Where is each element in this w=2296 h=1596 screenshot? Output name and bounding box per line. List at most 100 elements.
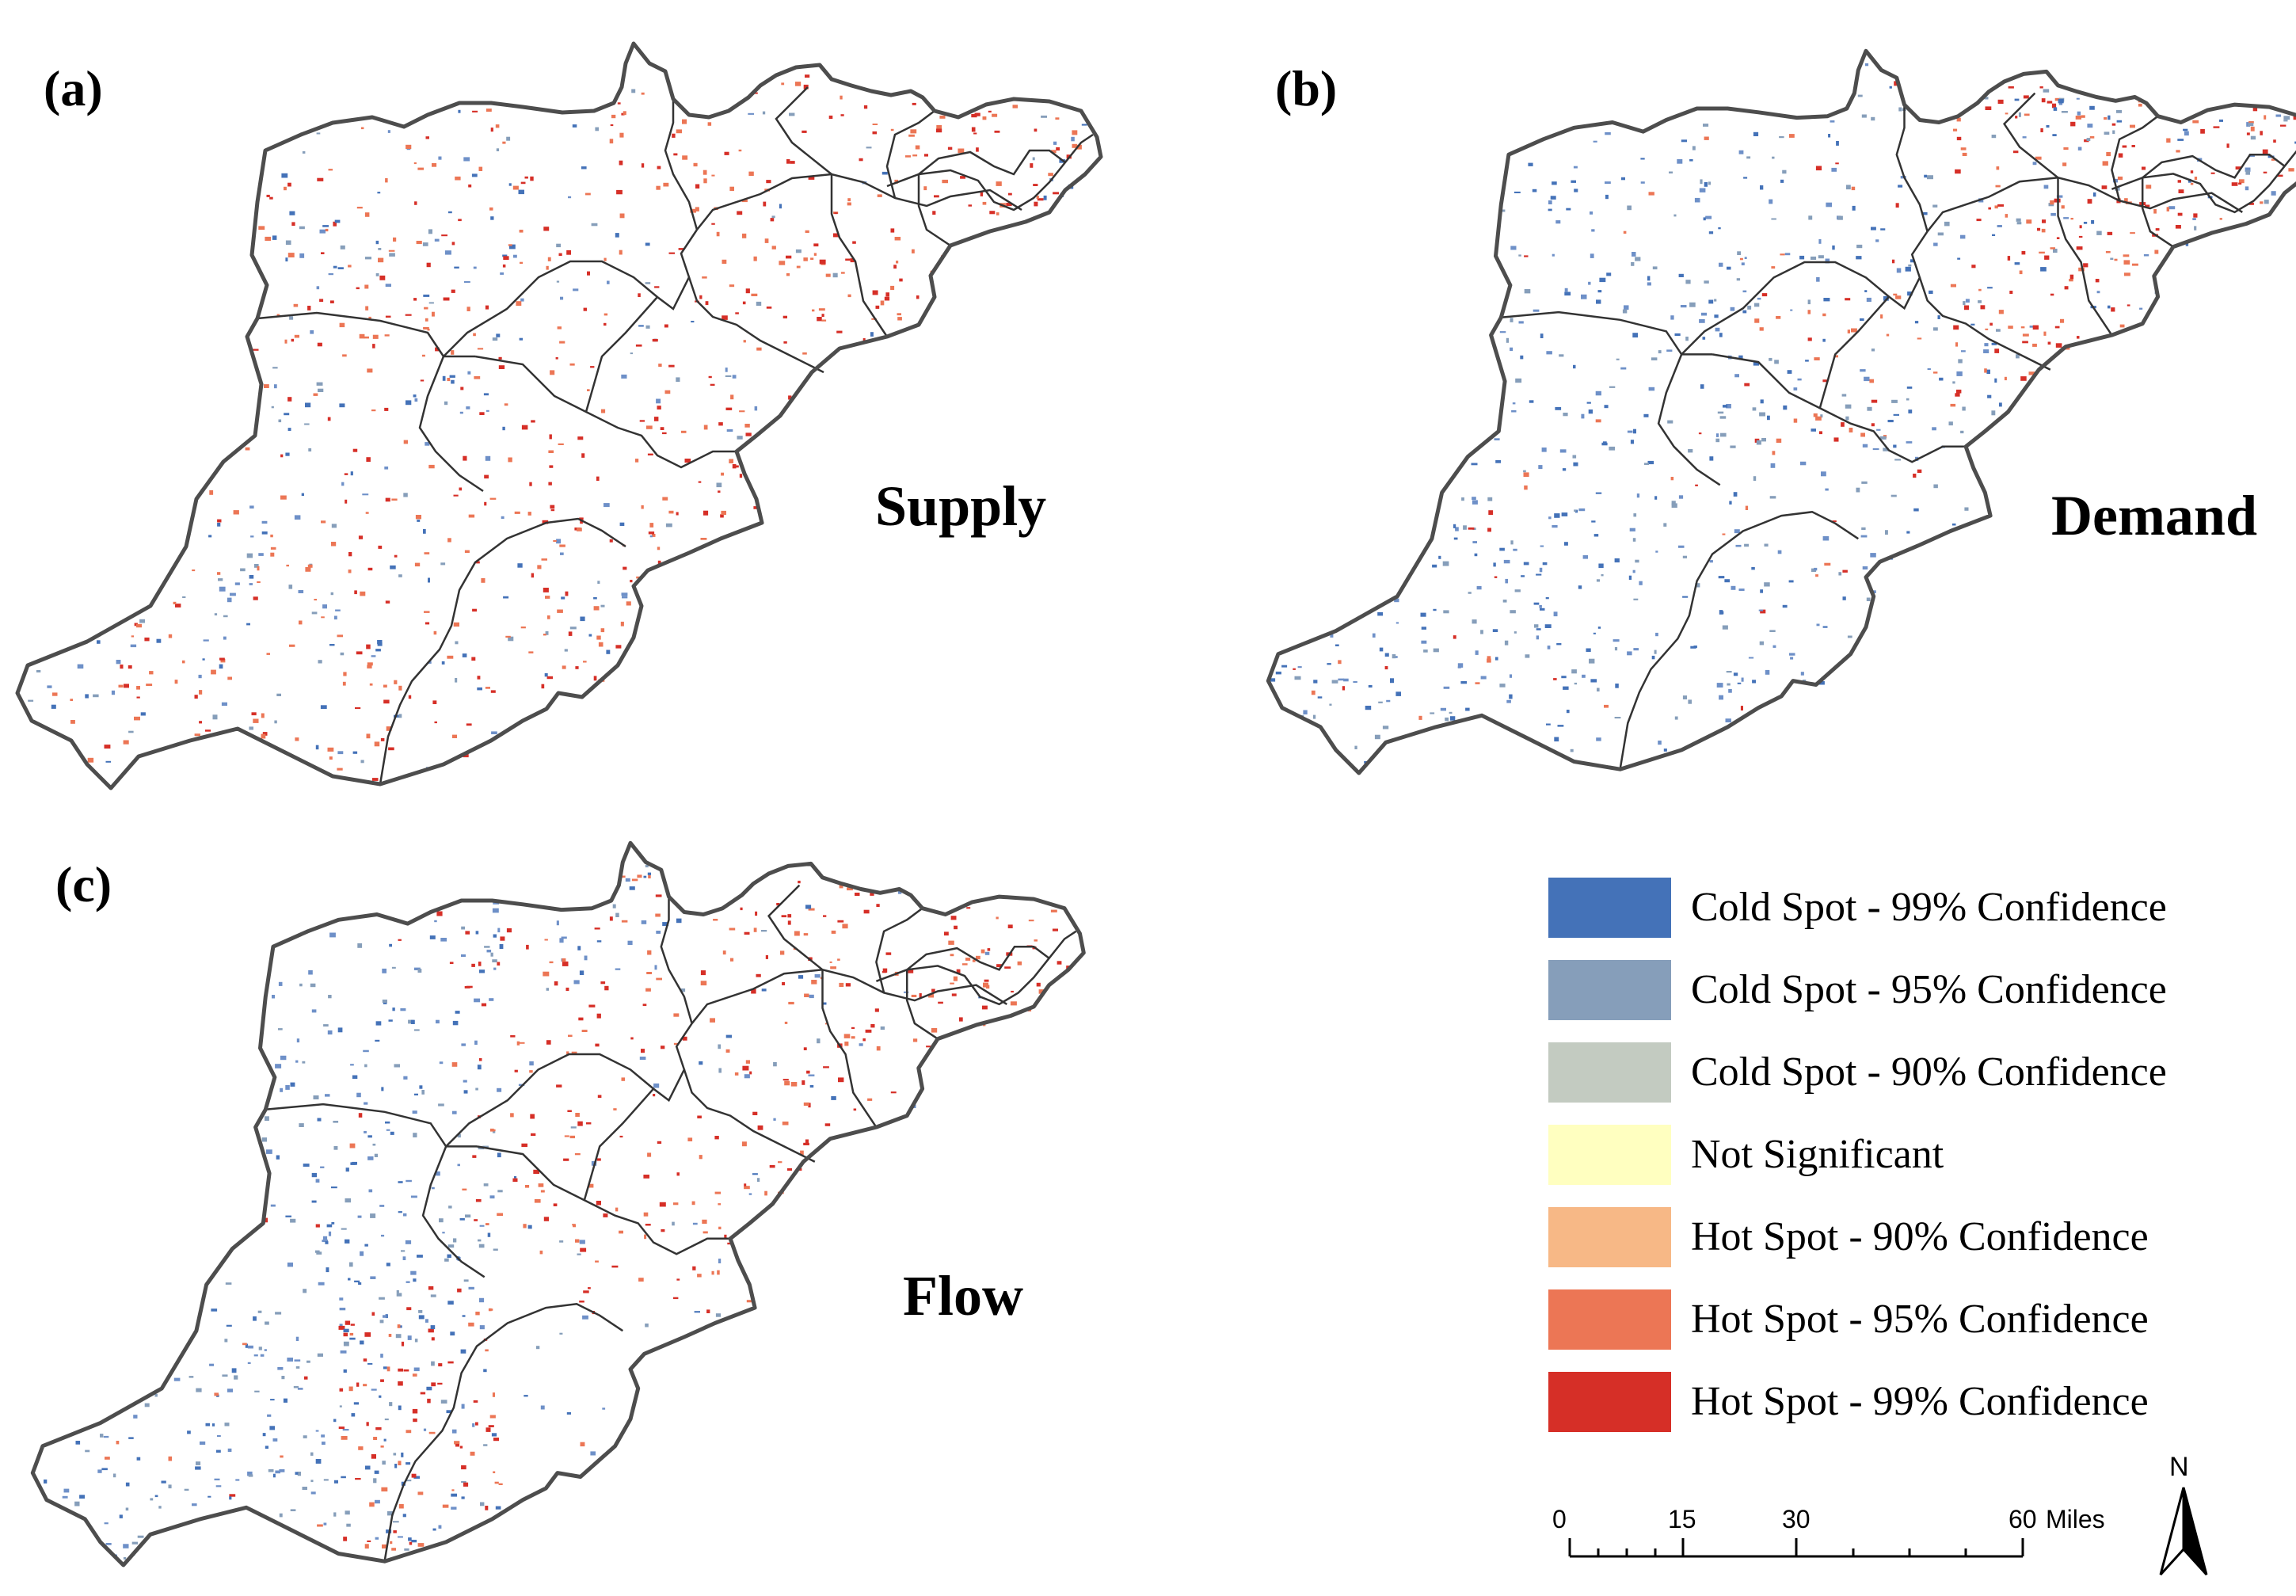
hotspot-cell bbox=[101, 1468, 108, 1471]
legend-item: Hot Spot - 99% Confidence bbox=[1548, 1372, 2261, 1432]
hotspot-cell bbox=[1971, 265, 1976, 269]
hotspot-cell bbox=[386, 1263, 390, 1267]
hotspot-cell bbox=[400, 1008, 406, 1011]
hotspot-cell bbox=[1861, 481, 1868, 484]
hotspot-cell bbox=[1780, 179, 1784, 183]
hotspot-cell bbox=[2012, 150, 2019, 154]
hotspot-cell bbox=[1704, 280, 1709, 284]
hotspot-cell bbox=[414, 398, 418, 402]
hotspot-cell bbox=[413, 1133, 417, 1137]
hotspot-cell bbox=[656, 398, 661, 404]
hotspot-cell bbox=[1700, 384, 1704, 389]
hotspot-cell bbox=[697, 1115, 702, 1118]
hotspot-cell bbox=[489, 1128, 494, 1132]
hotspot-cell bbox=[476, 561, 480, 564]
hotspot-cell bbox=[662, 922, 669, 927]
hotspot-cell bbox=[664, 390, 671, 394]
hotspot-cell bbox=[742, 233, 747, 238]
hotspot-cell bbox=[369, 683, 373, 686]
hotspot-cell bbox=[2176, 150, 2180, 153]
hotspot-cell bbox=[411, 1473, 417, 1478]
hotspot-cell bbox=[1372, 633, 1376, 638]
hotspot-cell bbox=[379, 1320, 384, 1324]
hotspot-cell bbox=[2077, 111, 2081, 116]
hotspot-cell bbox=[398, 1381, 403, 1386]
hotspot-cell bbox=[1714, 314, 1719, 318]
hotspot-cell bbox=[375, 273, 379, 276]
hotspot-cell bbox=[463, 1482, 469, 1487]
hotspot-cell bbox=[629, 886, 635, 890]
hotspot-cell bbox=[953, 976, 958, 981]
hotspot-cell bbox=[1715, 327, 1720, 332]
hotspot-cell bbox=[307, 1360, 310, 1363]
hotspot-cell bbox=[805, 230, 809, 233]
hotspot-cell bbox=[287, 182, 291, 187]
hotspot-cell bbox=[287, 253, 295, 257]
hotspot-cell bbox=[2018, 112, 2021, 117]
hotspot-cell bbox=[364, 1102, 368, 1105]
hotspot-cell bbox=[1563, 542, 1568, 546]
hotspot-cell bbox=[779, 261, 786, 265]
hotspot-cell bbox=[1772, 645, 1776, 648]
hotspot-cell bbox=[912, 102, 916, 105]
hotspot-cell bbox=[364, 212, 370, 217]
hotspot-cell bbox=[223, 615, 228, 618]
hotspot-cell bbox=[425, 622, 430, 625]
hotspot-cell bbox=[1395, 622, 1399, 624]
hotspot-cell bbox=[454, 1441, 460, 1445]
hotspot-cell bbox=[753, 506, 758, 509]
hotspot-cell bbox=[321, 252, 325, 254]
hotspot-cell bbox=[393, 1453, 397, 1456]
hotspot-cell bbox=[323, 1236, 328, 1240]
hotspot-cell bbox=[410, 1270, 417, 1275]
hotspot-cell bbox=[928, 993, 935, 998]
hotspot-cell bbox=[638, 1278, 644, 1282]
hotspot-cell bbox=[520, 181, 526, 185]
hotspot-cell bbox=[284, 413, 290, 416]
hotspot-cell bbox=[489, 998, 494, 1001]
hotspot-cell bbox=[596, 476, 600, 482]
hotspot-cell bbox=[321, 520, 326, 524]
hotspot-cell bbox=[890, 1091, 897, 1094]
hotspot-cell bbox=[431, 1361, 435, 1366]
hotspot-cell bbox=[1450, 716, 1456, 721]
hotspot-cell bbox=[1769, 630, 1776, 632]
hotspot-cell bbox=[579, 1240, 585, 1244]
hotspot-cell bbox=[1994, 205, 1998, 209]
hotspot-cell bbox=[1727, 683, 1731, 686]
hotspot-cell bbox=[734, 465, 739, 468]
hotspot-cell bbox=[495, 124, 500, 128]
hotspot-cell bbox=[484, 474, 489, 479]
hotspot-cell bbox=[397, 1324, 401, 1328]
hotspot-cell bbox=[606, 649, 611, 654]
hotspot-cell bbox=[340, 245, 345, 249]
hotspot-cell bbox=[1913, 508, 1919, 512]
hotspot-cell bbox=[526, 944, 529, 950]
hotspot-cell bbox=[874, 1008, 879, 1012]
hotspot-cell bbox=[1860, 369, 1866, 372]
hotspot-cell bbox=[485, 1427, 491, 1432]
hotspot-cell bbox=[438, 1103, 444, 1107]
hotspot-cell bbox=[1421, 640, 1427, 644]
hotspot-cell bbox=[276, 693, 281, 696]
hotspot-cell bbox=[1574, 509, 1577, 512]
hotspot-cell bbox=[451, 379, 455, 384]
hotspot-cell bbox=[452, 734, 457, 738]
hotspot-cell bbox=[1871, 399, 1878, 403]
hotspot-cell bbox=[1726, 671, 1732, 673]
hotspot-cell bbox=[378, 248, 382, 250]
hotspot-cell bbox=[1518, 254, 1521, 257]
hotspot-cell bbox=[556, 920, 559, 926]
hotspot-cell bbox=[1455, 527, 1459, 531]
hotspot-cell bbox=[876, 1046, 881, 1051]
hotspot-cell bbox=[699, 295, 703, 299]
hotspot-cell bbox=[414, 1339, 418, 1343]
hotspot-cell bbox=[2040, 267, 2047, 272]
hotspot-cell bbox=[619, 1135, 623, 1138]
hotspot-cell bbox=[1635, 559, 1639, 563]
hotspot-cell bbox=[1894, 81, 1898, 86]
hotspot-cell bbox=[333, 1480, 338, 1484]
hotspot-cell bbox=[2271, 191, 2276, 196]
county-boundary bbox=[265, 1103, 477, 1148]
hotspot-cell bbox=[680, 988, 686, 992]
